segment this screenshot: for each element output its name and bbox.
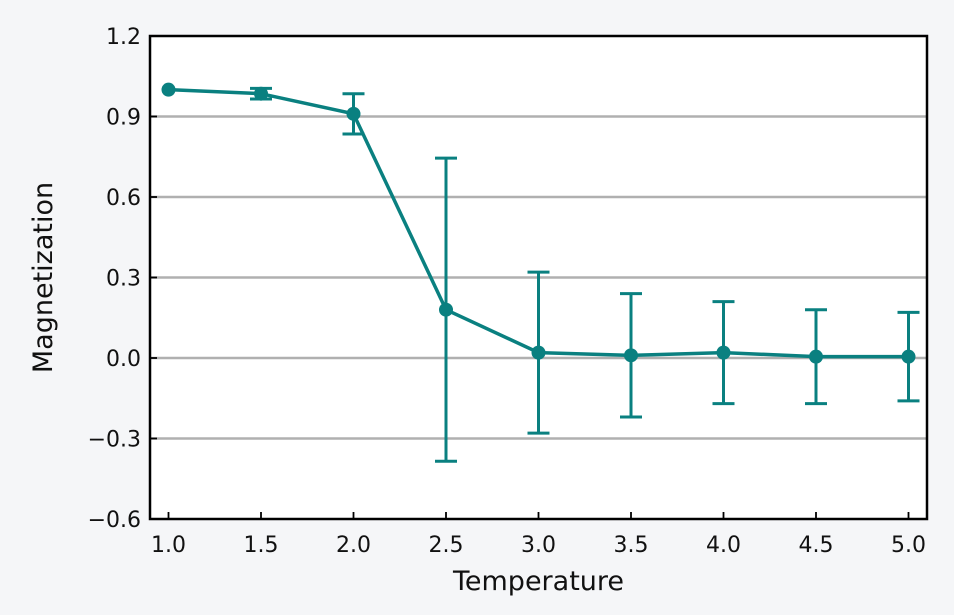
x-tick-label: 4.0	[706, 533, 741, 558]
data-point	[254, 86, 268, 101]
x-tick-label: 5.0	[891, 533, 926, 558]
data-points	[161, 82, 916, 364]
data-point	[161, 82, 176, 97]
x-tick-label: 2.5	[429, 533, 464, 558]
y-axis-ticks: −0.6 −0.3 0.0 0.3 0.6 0.9 1.2	[88, 25, 157, 533]
y-tick-label: 0.3	[106, 267, 141, 292]
data-point	[901, 349, 916, 364]
x-tick-label: 1.5	[244, 533, 279, 558]
x-tick-label: 2.0	[336, 533, 371, 558]
x-tick-label: 1.0	[151, 533, 186, 558]
data-point	[531, 345, 546, 360]
x-tick-label: 4.5	[799, 533, 834, 558]
y-tick-label: −0.3	[88, 428, 141, 453]
x-axis-ticks: 1.0 1.5 2.0 2.5 3.0 3.5 4.0 4.5 5.0	[151, 512, 926, 558]
x-axis-label: Temperature	[452, 566, 624, 597]
data-point	[809, 349, 823, 364]
y-tick-label: 0.9	[106, 106, 141, 131]
data-point	[439, 302, 453, 317]
y-tick-label: 0.6	[106, 186, 141, 211]
x-tick-label: 3.5	[614, 533, 649, 558]
y-tick-label: −0.6	[88, 508, 141, 533]
y-tick-label: 1.2	[106, 25, 141, 50]
x-tick-label: 3.0	[521, 533, 556, 558]
data-point	[624, 348, 638, 363]
data-point	[716, 345, 731, 360]
y-axis-label: Magnetization	[28, 182, 59, 373]
y-tick-label: 0.0	[106, 347, 141, 372]
data-point	[346, 106, 361, 121]
